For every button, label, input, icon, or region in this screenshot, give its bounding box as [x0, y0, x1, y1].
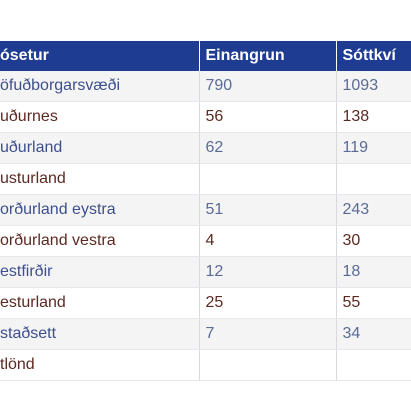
cell-quarantine: 243 [336, 194, 411, 226]
table-row: uðurnes 56 138 [0, 101, 411, 133]
cell-isolation: 7 [199, 318, 337, 350]
table-row: orðurland eystra 51 243 [0, 194, 411, 226]
cell-region: öfuðborgarsvæði [0, 71, 200, 102]
table-row: uðurland 62 119 [0, 132, 411, 164]
cell-region: orðurland eystra [0, 194, 200, 226]
cell-region: estfirðir [0, 256, 200, 288]
table-row: usturland [0, 163, 411, 195]
cell-quarantine: 138 [336, 101, 411, 133]
table-row: öfuðborgarsvæði 790 1093 [0, 71, 411, 102]
cell-isolation: 4 [199, 225, 337, 257]
data-table-container: ósetur Einangrun Sóttkví öfuðborgarsvæði… [0, 41, 411, 381]
cell-isolation: 12 [199, 256, 337, 288]
cell-isolation: 51 [199, 194, 337, 226]
cell-quarantine: 55 [336, 287, 411, 319]
cell-region: staðsett [0, 318, 200, 350]
cell-quarantine: 30 [336, 225, 411, 257]
cell-isolation [199, 349, 337, 381]
header-region: ósetur [0, 41, 200, 71]
header-quarantine: Sóttkví [336, 41, 411, 71]
cell-isolation: 25 [199, 287, 337, 319]
cell-region: esturland [0, 287, 200, 319]
cell-isolation [199, 163, 337, 195]
cell-quarantine: 34 [336, 318, 411, 350]
table-row: staðsett 7 34 [0, 318, 411, 350]
cell-region: uðurnes [0, 101, 200, 133]
cell-quarantine: 1093 [336, 71, 411, 102]
cell-quarantine: 18 [336, 256, 411, 288]
cell-quarantine: 119 [336, 132, 411, 164]
cell-region: orðurland vestra [0, 225, 200, 257]
cell-region: tlönd [0, 349, 200, 381]
data-table: ósetur Einangrun Sóttkví öfuðborgarsvæði… [0, 41, 411, 381]
cell-region: usturland [0, 163, 200, 195]
table-row: tlönd [0, 349, 411, 381]
header-isolation: Einangrun [199, 41, 337, 71]
table-row: estfirðir 12 18 [0, 256, 411, 288]
table-row: orðurland vestra 4 30 [0, 225, 411, 257]
cell-isolation: 62 [199, 132, 337, 164]
cell-region: uðurland [0, 132, 200, 164]
cell-quarantine [336, 163, 411, 195]
table-row: esturland 25 55 [0, 287, 411, 319]
cell-isolation: 56 [199, 101, 337, 133]
cell-isolation: 790 [199, 71, 337, 102]
table-header-row: ósetur Einangrun Sóttkví [0, 41, 411, 71]
cell-quarantine [336, 349, 411, 381]
